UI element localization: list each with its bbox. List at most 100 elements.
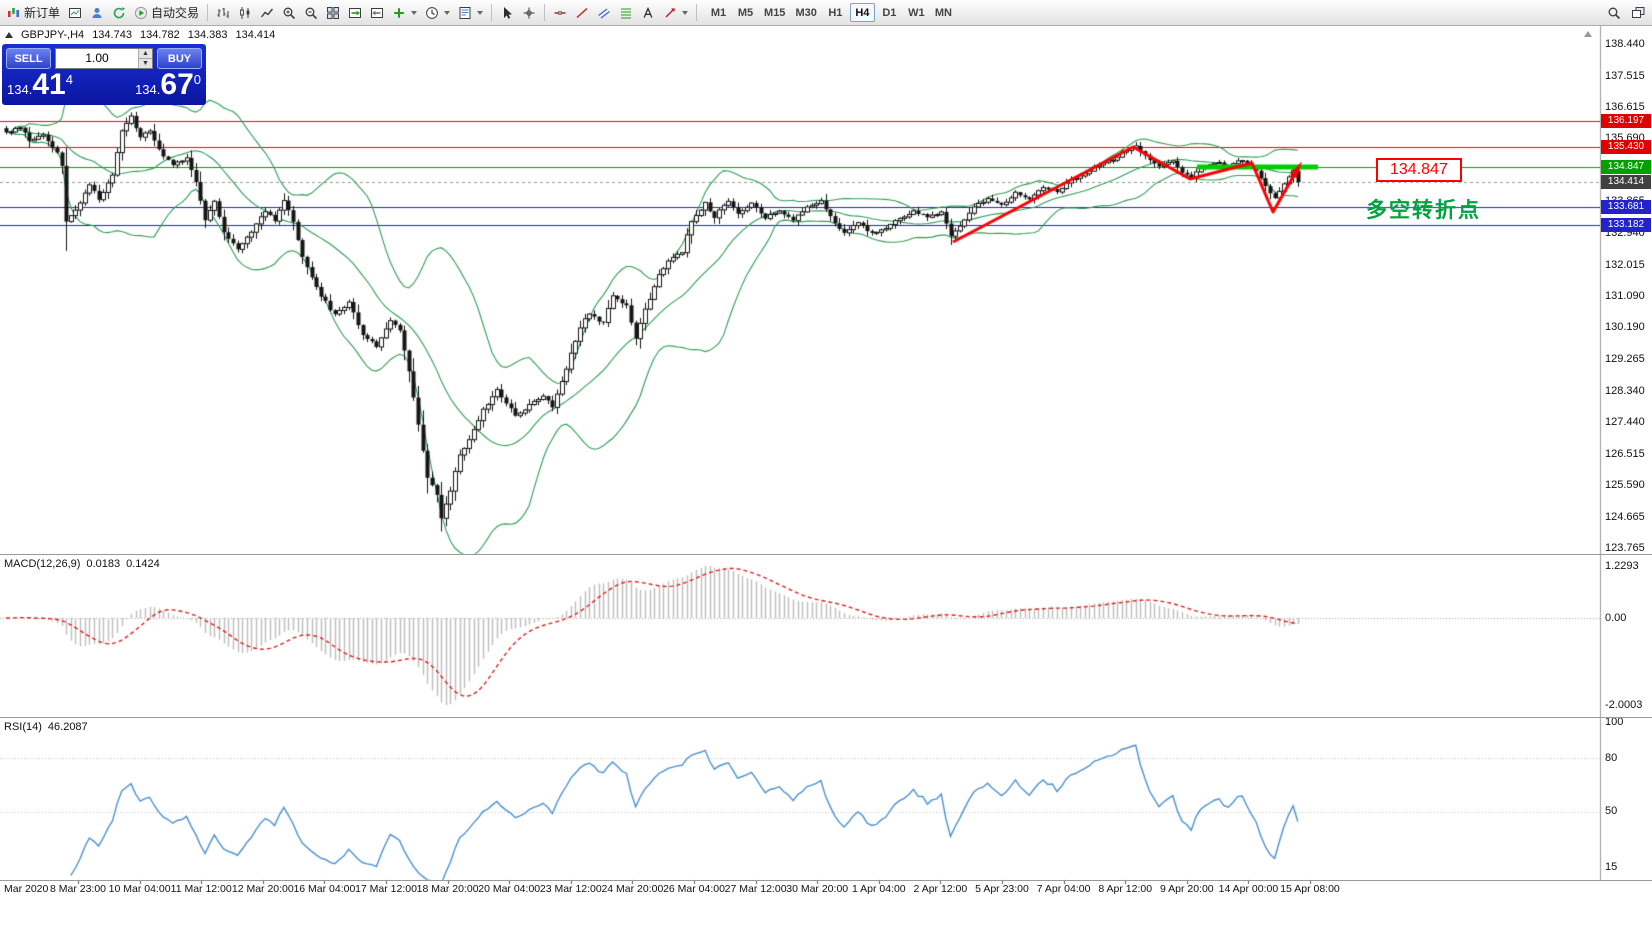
timeframe-w1-button[interactable]: W1: [904, 3, 929, 22]
price-tag: 133.182: [1601, 217, 1651, 232]
volume-spinner: ▲ ▼: [138, 49, 152, 68]
time-axis-label: 15 Apr 08:00: [1280, 883, 1340, 895]
new-order-icon: [7, 6, 21, 20]
new-chart-button[interactable]: [64, 2, 86, 24]
periods-button[interactable]: [421, 2, 454, 24]
one-click-toggle[interactable]: [5, 32, 13, 38]
buy-price: 134. 67 0: [135, 68, 201, 101]
search-button[interactable]: [1603, 2, 1625, 24]
time-axis-label: 27 Mar 12:00: [724, 883, 787, 895]
horizontal-line-button[interactable]: [549, 2, 571, 24]
trendline-button[interactable]: [571, 2, 593, 24]
price-axis-label: 127.440: [1605, 415, 1645, 428]
indicators-button[interactable]: [388, 2, 421, 24]
time-axis-label: 14 Apr 00:00: [1218, 883, 1279, 895]
time-axis-label: 30 Mar 20:00: [786, 883, 849, 895]
chart-shift-button[interactable]: [366, 2, 388, 24]
price-axis-label: 125.590: [1605, 479, 1645, 492]
price-axis-label: 124.665: [1605, 511, 1645, 524]
chart-candles-button[interactable]: [234, 2, 256, 24]
new-window-icon: [1631, 6, 1645, 20]
main-toolbar: 新订单 自动交易: [0, 0, 1652, 26]
fibonacci-button[interactable]: [615, 2, 637, 24]
rsi-axis-label: 100: [1605, 716, 1624, 728]
cursor-button[interactable]: [496, 2, 518, 24]
price-axis-label: 128.340: [1605, 384, 1645, 397]
auto-scroll-button[interactable]: [344, 2, 366, 24]
horizontal-line-icon: [553, 6, 567, 20]
time-axis-label: 20 Mar 04:00: [478, 883, 541, 895]
panel-separator[interactable]: [0, 880, 1652, 881]
macd-axis-label: 0.00: [1605, 612, 1627, 624]
price-tag: 133.681: [1601, 200, 1651, 215]
one-click-trading-panel: SELL 1.00 ▲ ▼ BUY 134. 41 4 134. 67 0: [2, 44, 206, 105]
toolbar-right-group: [1603, 2, 1649, 24]
price-axis-label: 131.090: [1605, 290, 1645, 303]
macd-value-main: 0.0183: [86, 558, 121, 570]
timeframe-h4-button[interactable]: H4: [849, 3, 875, 22]
toolbar-separator: [544, 4, 546, 21]
time-axis-label: 10 Mar 04:00: [108, 883, 171, 895]
arrows-tool-button[interactable]: [659, 2, 692, 24]
trendline-icon: [575, 6, 589, 20]
time-axis-label: 11 Mar 12:00: [170, 883, 232, 895]
toolbar-separator: [696, 4, 698, 21]
new-chart-icon: [68, 6, 82, 20]
timeframe-bar: M1 M5 M15 M30 H1 H4 D1 W1 MN: [705, 3, 957, 22]
sell-price: 134. 41 4: [7, 68, 73, 101]
sell-button[interactable]: SELL: [6, 48, 51, 69]
refresh-icon: [112, 6, 126, 20]
new-window-button[interactable]: [1627, 2, 1649, 24]
ohlc-low: 134.383: [187, 29, 228, 41]
time-axis-label: Mar 2020: [4, 883, 49, 895]
toolbar-separator: [491, 4, 493, 21]
text-tool-button[interactable]: [637, 2, 659, 24]
panel-separator[interactable]: [0, 554, 1652, 555]
timeframe-m1-button[interactable]: M1: [706, 3, 731, 22]
timeframe-h1-button[interactable]: H1: [823, 3, 848, 22]
price-axis-label: 123.765: [1605, 542, 1645, 554]
refresh-button[interactable]: [108, 2, 130, 24]
price-tag: 134.847: [1601, 160, 1651, 175]
ohlc-high: 134.782: [139, 29, 180, 41]
annotation-turning-point[interactable]: 多空转折点: [1366, 199, 1481, 222]
timeframe-m5-button[interactable]: M5: [733, 3, 758, 22]
annotation-price-box[interactable]: 134.847: [1376, 158, 1462, 182]
panel-separator[interactable]: [0, 717, 1652, 718]
volume-field[interactable]: 1.00 ▲ ▼: [55, 48, 153, 69]
tile-windows-button[interactable]: [322, 2, 344, 24]
time-axis-label: 17 Mar 12:00: [355, 883, 417, 895]
profiles-button[interactable]: [86, 2, 108, 24]
chart-bars-button[interactable]: [212, 2, 234, 24]
channel-button[interactable]: [593, 2, 615, 24]
autotrading-icon: [134, 6, 148, 20]
bar-chart-icon: [216, 6, 230, 20]
zoom-in-button[interactable]: [278, 2, 300, 24]
volume-increase-button[interactable]: ▲: [139, 49, 152, 58]
zoom-out-button[interactable]: [300, 2, 322, 24]
rsi-value: 46.2087: [47, 721, 88, 733]
time-axis-label: 12 Mar 20:00: [231, 883, 294, 895]
timeframe-m30-button[interactable]: M30: [791, 3, 820, 22]
timeframe-d1-button[interactable]: D1: [877, 3, 902, 22]
crosshair-button[interactable]: [518, 2, 540, 24]
time-axis-label: 2 Apr 12:00: [913, 883, 968, 895]
new-order-button[interactable]: 新订单: [3, 2, 64, 24]
volume-decrease-button[interactable]: ▼: [139, 58, 152, 68]
buy-button[interactable]: BUY: [157, 48, 202, 69]
chart-line-button[interactable]: [256, 2, 278, 24]
clock-icon: [425, 6, 439, 20]
ohlc-open: 134.743: [92, 29, 132, 41]
templates-button[interactable]: [454, 2, 487, 24]
arrow-icon: [663, 6, 677, 20]
chevron-down-icon: [477, 10, 484, 15]
timeframe-m15-button[interactable]: M15: [760, 3, 789, 22]
macd-axis-label: -2.0003: [1605, 699, 1643, 711]
autotrading-button[interactable]: 自动交易: [130, 2, 203, 24]
timeframe-mn-button[interactable]: MN: [931, 3, 956, 22]
price-tag: 135.430: [1601, 140, 1651, 155]
autotrading-label: 自动交易: [151, 6, 200, 20]
candlestick-icon: [238, 6, 252, 20]
